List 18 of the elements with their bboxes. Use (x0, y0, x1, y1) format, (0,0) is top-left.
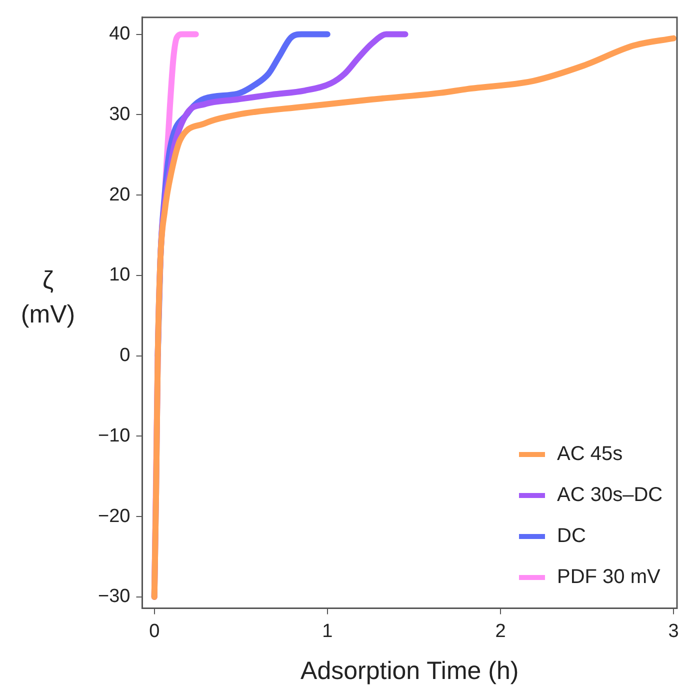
y-tick-label: 0 (120, 345, 130, 366)
legend-label: AC 45s (557, 443, 623, 466)
legend-label: DC (557, 525, 586, 548)
y-tick-label: −30 (98, 586, 130, 608)
y-tick-label: 20 (109, 184, 130, 206)
x-axis-title: Adsorption Time (h) (300, 656, 519, 685)
y-tick-label: 40 (109, 24, 130, 45)
x-tick-label: 1 (322, 620, 333, 642)
y-tick-label: 10 (109, 264, 130, 286)
x-tick-label: 2 (495, 620, 506, 642)
y-tick-label: −20 (98, 506, 130, 527)
y-axis-title: ζ (mV) (20, 266, 76, 329)
y-tick-label: −10 (98, 425, 130, 446)
legend-label: AC 30s–DC (557, 484, 663, 508)
x-tick-label: 0 (149, 620, 160, 642)
y-tick-label: 30 (109, 104, 130, 125)
x-tick-label: 3 (668, 620, 679, 642)
legend-label: PDF 30 mV (557, 566, 660, 590)
